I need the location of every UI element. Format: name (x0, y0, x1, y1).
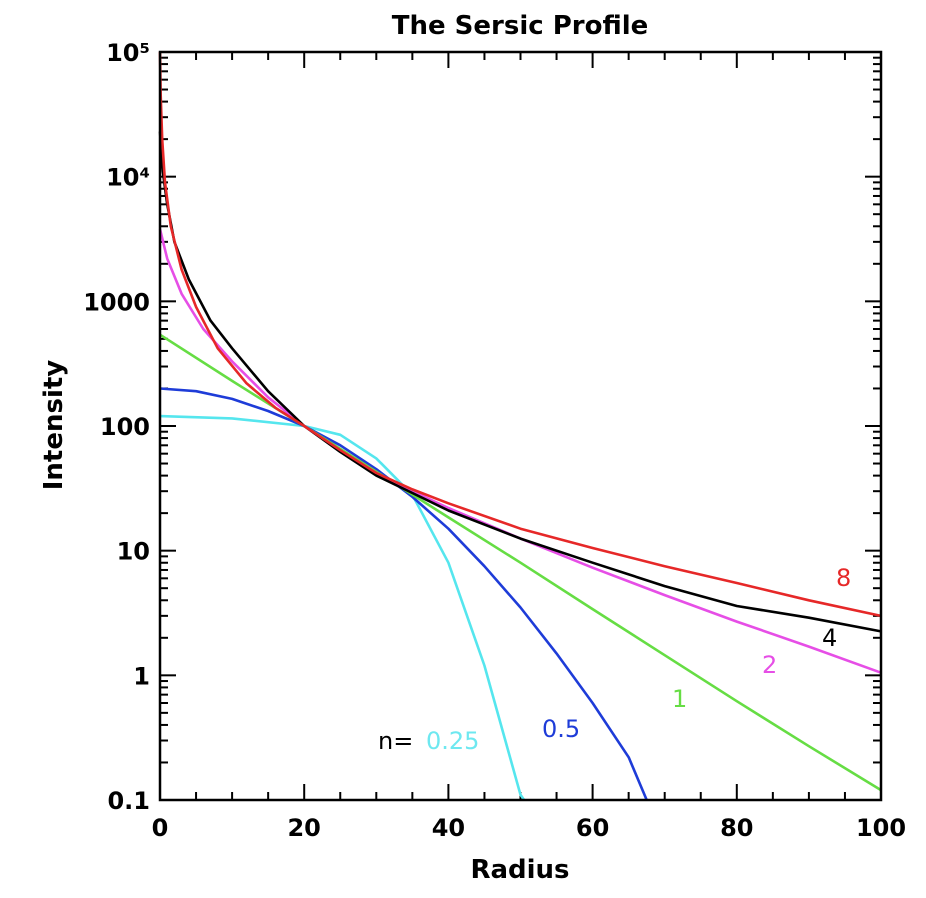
x-tick-label: 40 (432, 814, 465, 842)
x-axis-label: Radius (470, 855, 569, 885)
y-tick-label: 100 (100, 413, 150, 441)
series-line-0-5 (159, 387, 648, 801)
y-tick-label: 10 (117, 538, 150, 566)
series-label-0-5: 0.5 (542, 715, 580, 743)
x-tick-label: 60 (576, 814, 609, 842)
series-line-8 (158, 51, 882, 618)
x-tick-label: 20 (287, 814, 320, 842)
y-tick-label: 0.1 (107, 787, 150, 815)
y-tick-labels: 0.1 1 10 100 1000 10⁴ 10⁵ (83, 39, 150, 815)
y-tick-label: 10⁴ (106, 164, 150, 192)
axis-ticks (159, 51, 882, 801)
series-label-4: 4 (822, 624, 837, 652)
x-tick-label: 100 (856, 814, 906, 842)
series-annotations: n= 0.25 0.5 1 2 4 8 (378, 564, 851, 755)
y-tick-label: 1 (133, 662, 150, 690)
y-axis-label: Intensity (39, 360, 69, 491)
series-lines (158, 51, 882, 801)
series-label-0-25: 0.25 (426, 727, 479, 755)
series-label-2: 2 (762, 651, 777, 679)
n-equals-label: n= (378, 727, 413, 755)
y-tick-label: 10⁵ (106, 39, 150, 67)
plot-frame (158, 50, 883, 802)
x-tick-labels: 0 20 40 60 80 100 (152, 814, 906, 842)
y-tick-label: 1000 (83, 288, 150, 316)
series-line-0-25 (159, 414, 526, 801)
chart-title: The Sersic Profile (392, 11, 649, 41)
x-tick-label: 80 (720, 814, 753, 842)
series-label-1: 1 (672, 685, 687, 713)
series-label-8: 8 (836, 564, 851, 592)
x-tick-label: 0 (152, 814, 169, 842)
series-line-4 (158, 131, 882, 633)
